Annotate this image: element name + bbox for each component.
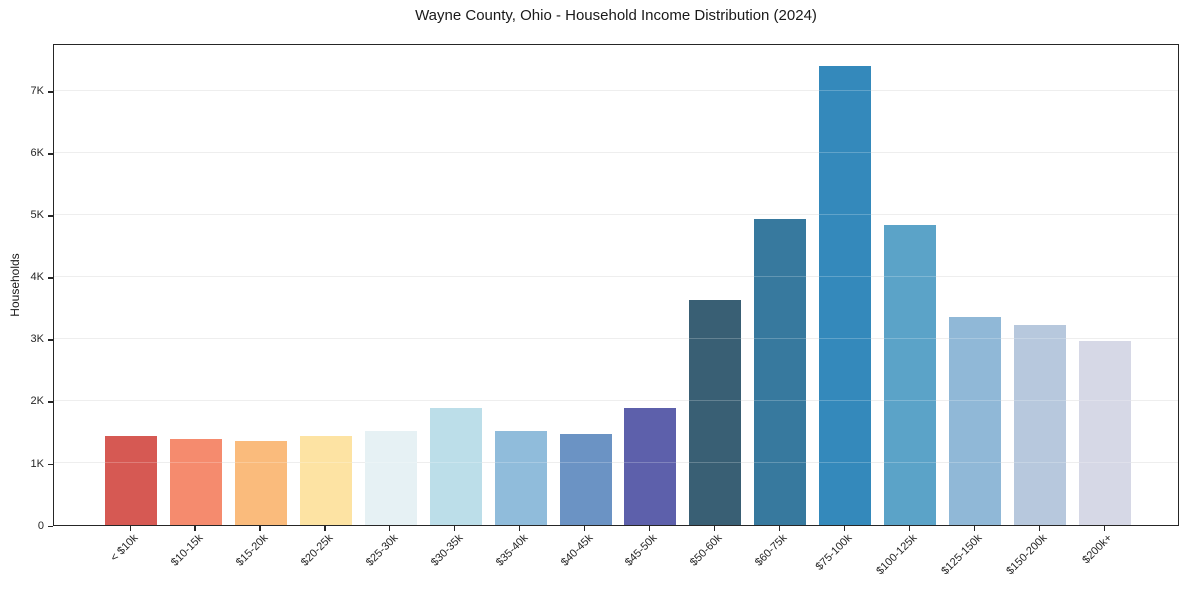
x-tick-5	[389, 526, 391, 531]
x-tick-16	[1103, 526, 1105, 531]
gridline-7000	[54, 89, 1178, 91]
y-tick-label-0: 0	[37, 519, 44, 532]
x-tick-15	[1038, 526, 1040, 531]
bar-25-30k	[364, 430, 417, 525]
bar-35-40k	[494, 431, 547, 525]
y-tick-7K	[48, 91, 53, 93]
y-axis-label: Households	[8, 253, 22, 317]
gridlines-under-layer	[54, 45, 1178, 525]
y-tick-label-1K: 1K	[30, 457, 44, 470]
x-tick-11	[778, 526, 781, 531]
gridlines-over-layer	[54, 45, 1178, 525]
gridline-1000	[54, 462, 1178, 463]
bar-40-45k	[559, 434, 612, 525]
gridline-5000	[54, 213, 1178, 215]
x-tick-label-1: < $10k	[108, 532, 141, 565]
bar-50-60k	[689, 300, 742, 525]
x-tick-1	[129, 526, 131, 531]
bar-45-50k	[624, 407, 677, 525]
gridline-2000	[54, 399, 1178, 401]
x-tick-2	[194, 526, 196, 531]
y-tick-0	[48, 525, 53, 527]
plot-area	[53, 44, 1179, 526]
bar-75-100k	[819, 66, 872, 525]
y-tick-label-4K: 4K	[30, 271, 44, 284]
x-tick-8	[584, 526, 586, 531]
y-tick-6K	[48, 153, 53, 155]
y-tick-2K	[48, 401, 53, 403]
gridline-5000	[54, 213, 1178, 215]
y-tick-5K	[48, 215, 53, 217]
x-tick-10	[713, 526, 716, 531]
bar-10k	[105, 436, 157, 525]
x-tick-3	[259, 526, 261, 531]
gridline-4000	[54, 275, 1178, 277]
x-tick-9	[648, 526, 651, 531]
y-tick-label-7K: 7K	[30, 85, 44, 98]
gridline-2000	[54, 399, 1178, 401]
x-tick-12	[843, 526, 845, 531]
bar-10-15k	[169, 439, 222, 525]
y-tick-4K	[48, 277, 53, 279]
gridline-4000	[54, 275, 1178, 277]
x-tick-13	[908, 526, 910, 531]
x-tick-7	[519, 526, 521, 531]
chart-title: Wayne County, Ohio - Household Income Di…	[415, 7, 817, 24]
bar-150-200k	[1014, 324, 1067, 525]
bar-100-125k	[884, 224, 937, 525]
bar-30-35k	[429, 408, 482, 525]
x-tick-4	[324, 526, 326, 531]
bar-20-25k	[299, 436, 352, 525]
gridline-6000	[54, 151, 1178, 153]
gridline-7000	[54, 89, 1178, 91]
gridline-3000	[54, 337, 1178, 339]
bar-125-150k	[949, 317, 1002, 525]
bar-200k+	[1078, 341, 1131, 525]
bars-layer	[54, 45, 1178, 525]
gridline-3000	[54, 337, 1178, 339]
gridline-6000	[54, 151, 1178, 153]
y-tick-label-2K: 2K	[30, 395, 44, 408]
gridline-1000	[54, 462, 1178, 463]
y-tick-label-6K: 6K	[30, 147, 44, 160]
y-tick-1K	[48, 463, 53, 465]
bar-60-75k	[754, 219, 807, 525]
x-tick-6	[454, 526, 456, 531]
y-tick-3K	[48, 339, 53, 341]
x-tick-14	[973, 526, 975, 531]
bar-15-20k	[234, 441, 287, 525]
y-tick-label-5K: 5K	[30, 209, 44, 222]
y-tick-label-3K: 3K	[30, 333, 44, 346]
